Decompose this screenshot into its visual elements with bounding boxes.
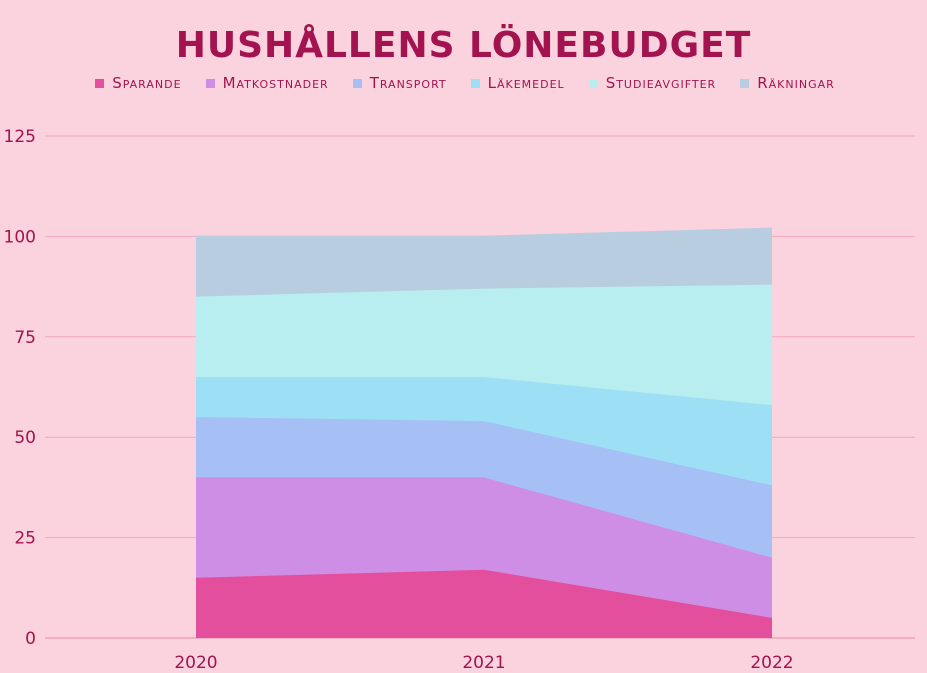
legend-item: Studieavgifter bbox=[588, 72, 717, 94]
legend-swatch bbox=[588, 78, 598, 88]
area-series-studieavgifter bbox=[196, 284, 772, 406]
area-layer bbox=[195, 227, 773, 638]
legend-swatch bbox=[740, 78, 750, 88]
y-tick-label: 0 bbox=[25, 629, 36, 649]
legend-swatch bbox=[95, 78, 105, 88]
area-series-transport bbox=[196, 417, 772, 558]
area-edge-räkningar bbox=[196, 227, 773, 238]
legend-swatch bbox=[352, 78, 362, 88]
legend-label: Räkningar bbox=[757, 74, 835, 92]
legend-item: Räkningar bbox=[740, 72, 835, 94]
legend-item: Matkostnader bbox=[205, 72, 329, 94]
legend-label: Sparande bbox=[112, 74, 182, 92]
chart-title: HUSHÅLLENS LÖNEBUDGET bbox=[175, 25, 752, 66]
legend-swatch bbox=[205, 78, 215, 88]
y-tick-label: 100 bbox=[4, 227, 36, 247]
legend: Sparande Matkostnader Transport Läkemedel St… bbox=[60, 72, 870, 94]
y-tick-label: 125 bbox=[4, 127, 36, 147]
legend-item: Sparande bbox=[95, 72, 181, 94]
legend-label: Transport bbox=[369, 74, 447, 92]
axis-layer: 0 25 50 75 100 125 2020 2021 2022 bbox=[4, 127, 794, 673]
area-series-matkostnader bbox=[196, 477, 772, 618]
area-series-läkemedel bbox=[196, 377, 772, 486]
area-series-sparande bbox=[196, 569, 772, 638]
y-tick-label: 50 bbox=[14, 428, 36, 448]
x-tick-label: 2021 bbox=[462, 653, 505, 673]
x-tick-label: 2022 bbox=[750, 653, 793, 673]
legend-label: Läkemedel bbox=[487, 74, 565, 92]
area-series-räkningar bbox=[196, 228, 772, 297]
legend-swatch bbox=[470, 78, 480, 88]
x-tick-label: 2020 bbox=[174, 653, 217, 673]
legend-label: Matkostnader bbox=[222, 74, 329, 92]
legend-item: Transport bbox=[352, 72, 447, 94]
y-tick-label: 75 bbox=[14, 328, 36, 348]
legend-item: Läkemedel bbox=[470, 72, 565, 94]
y-tick-label: 25 bbox=[14, 529, 36, 549]
legend-label: Studieavgifter bbox=[605, 74, 717, 92]
